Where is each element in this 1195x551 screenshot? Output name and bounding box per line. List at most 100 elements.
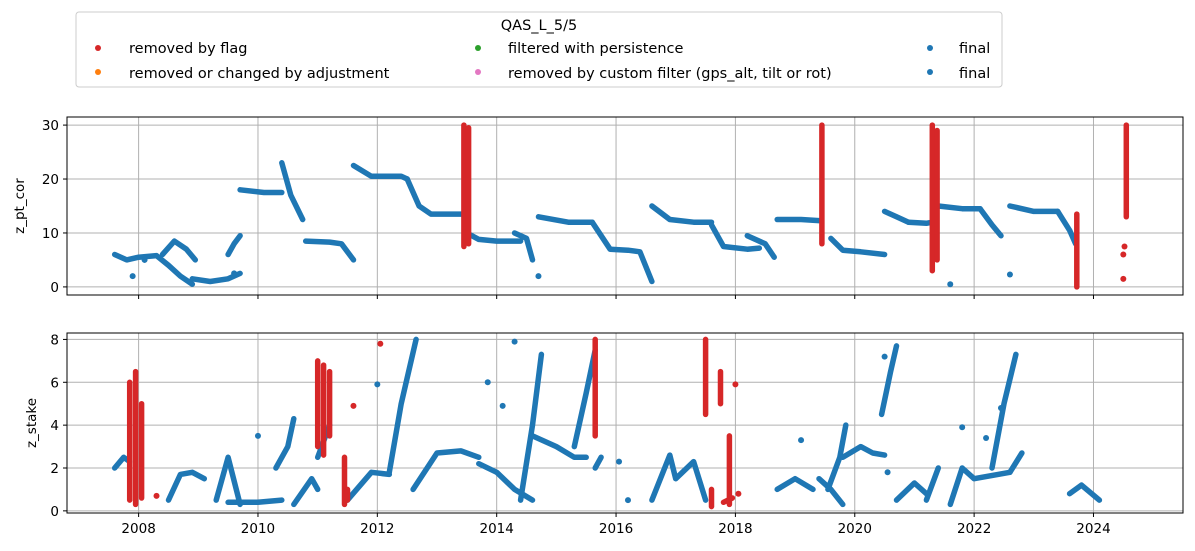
legend-marker-removed-by-flag [95,45,101,51]
z-stake-xtick-label: 2014 [480,521,514,537]
z-stake-series-final-segment [893,480,930,503]
z-stake-grid [67,333,1183,513]
z-pt-cor-series-final-point [129,273,136,280]
z-pt-cor-series-final-segment [828,235,888,258]
z-stake-series-final-segment [225,497,285,506]
z-stake-ytick-label: 2 [50,461,59,477]
z-pt-cor-series-final-segment [935,203,983,212]
z-pt-cor-series-final-segment [905,219,936,227]
z-stake-series-removed-by-flag-point [377,340,384,347]
z-pt-cor-series-final-segment [708,222,763,252]
z-stake-series-final-point [484,379,491,386]
z-pt-cor-marks [111,122,1130,290]
z-pt-cor-series-final-segment [279,160,306,223]
z-stake-series-final-point [499,402,506,409]
z-pt-cor-series-final-segment [404,176,470,217]
z-stake-series-final-point [997,405,1004,411]
z-stake-series-removed-by-flag-point [732,381,739,388]
z-pt-cor-series-final-point [231,270,238,277]
z-stake-xtick-label: 2022 [957,521,991,537]
z-pt-cor-ylabel: z_pt_cor [12,178,28,234]
z-stake-series-final-segment [517,351,545,503]
z-stake-ytick-label: 4 [50,418,59,434]
z-pt-cor-series-final-point [141,256,148,263]
z-stake-series-final-segment [989,351,1019,471]
z-stake-marks [111,336,1103,510]
legend-marker-custom-filter [475,69,481,75]
legend-marker-final-1 [927,45,933,51]
z-stake-series-final-segment [923,465,942,503]
z-stake-series-final-point [959,424,966,431]
legend-marker-removed-or-changed [95,69,101,75]
z-stake-series-final-segment [840,443,888,461]
z-stake-series-final-point [624,497,631,504]
z-stake-panel: 2008 2010 2012 2014 2016 2018 2020 2022 2024 0 2 4 6… [24,332,1184,537]
z-stake-ylabel: z_stake [24,398,40,448]
z-stake-series-final-segment [386,336,419,476]
z-pt-cor-series-final-point [947,281,954,288]
z-pt-cor-series-final-segment [1007,203,1061,215]
legend-label-removed-by-flag: removed by flag [129,41,248,57]
z-pt-cor-ytick-label: 30 [42,118,59,134]
z-pt-cor-series-final-segment [350,162,410,182]
z-stake-series-final-segment [649,452,709,503]
legend-label-final-2: final [959,66,990,82]
legend-label-removed-or-changed: removed or changed by adjustment [129,66,390,82]
z-stake-series-final-segment [1066,482,1103,503]
z-stake-series-final-segment [273,415,297,471]
z-stake-series-final-point [983,435,990,441]
z-pt-cor-series-removed-by-flag-point [1121,243,1128,250]
z-pt-cor-series-final-segment [302,238,357,263]
legend-marker-final-2 [927,69,933,75]
z-stake-series-final-segment [825,422,849,493]
z-pt-cor-series-final-segment [159,238,199,263]
legend-marker-filtered-persistence [475,45,481,51]
legend-title: QAS_L_5/5 [501,18,577,34]
z-pt-cor-frame [66,116,1184,296]
z-stake-series-final-point [798,437,805,444]
z-stake-xtick-label: 2008 [121,521,155,537]
z-pt-cor-series-final-segment [774,216,822,224]
z-stake-series-final-segment [571,347,598,450]
z-stake-series-final-point [254,432,261,439]
z-stake-series-final-point [616,458,623,465]
z-stake-xtick-label: 2024 [1076,521,1110,537]
z-pt-cor-series-final-segment [464,230,524,244]
z-pt-cor-ytick-label: 0 [50,280,59,296]
z-stake-series-final-segment [410,448,482,493]
z-stake-series-final-segment [816,475,846,508]
z-pt-cor-series-final-segment [237,187,285,196]
z-stake-series-final-segment [947,465,1013,508]
z-stake-series-final-point [374,381,381,388]
z-stake-series-final-segment [592,454,604,471]
z-stake-xtick-label: 2016 [599,521,633,537]
z-pt-cor-series-final-segment [535,214,595,225]
z-stake-series-removed-by-flag-point [350,402,357,409]
z-stake-xtick-label: 2020 [838,521,872,537]
z-stake-series-final-segment [1007,450,1025,476]
z-pt-cor-series-final-segment [881,208,912,225]
z-stake-series-final-point [884,469,891,476]
legend-frame [75,11,1003,88]
z-stake-frame [66,332,1184,514]
z-pt-cor-series-final-segment [977,205,1004,239]
z-stake-series-removed-by-flag-point [153,492,160,499]
z-pt-cor-ytick-label: 10 [42,226,59,242]
z-stake-series-final-segment [529,433,589,461]
z-pt-cor-series-final-segment [225,232,243,258]
legend-label-filtered-persistence: filtered with persistence [508,41,684,57]
z-stake-series-final-segment [291,475,321,508]
z-stake-series-final-segment [344,469,393,503]
z-stake-xtick-label: 2012 [360,521,394,537]
z-pt-cor-series-final-point [535,273,542,280]
z-stake-series-final-segment [774,475,816,493]
z-stake-ytick-label: 6 [50,375,59,391]
z-pt-cor-series-final-segment [589,219,655,285]
z-pt-cor-series-removed-by-flag-point [1120,251,1127,258]
z-pt-cor-series-removed-by-flag-point [1120,275,1127,282]
z-stake-series-final-point [881,353,888,360]
z-pt-cor-series-final-segment [511,230,536,263]
z-pt-cor-axes: 0 10 20 30 [42,118,1094,299]
legend-label-custom-filter: removed by custom filter (gps_alt, tilt … [508,66,832,82]
